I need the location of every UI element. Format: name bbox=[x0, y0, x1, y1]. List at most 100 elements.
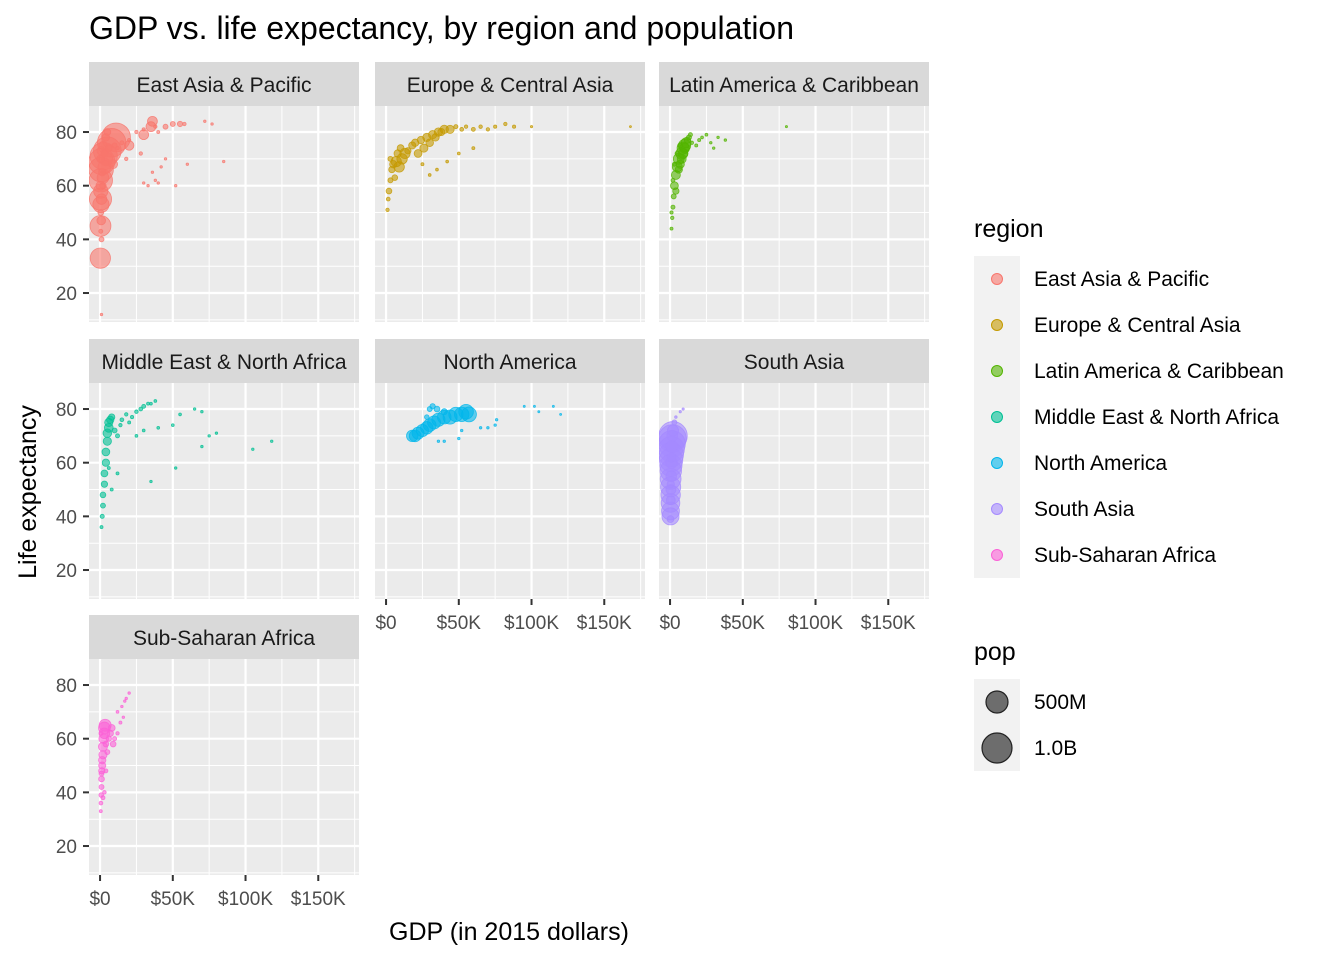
data-point bbox=[200, 410, 204, 414]
data-point bbox=[103, 768, 109, 774]
data-point bbox=[522, 404, 526, 408]
data-point bbox=[385, 196, 391, 202]
facet-strip-label: North America bbox=[443, 351, 576, 374]
facet-strip bbox=[659, 339, 929, 383]
data-point bbox=[716, 135, 720, 140]
legend-label: North America bbox=[1034, 452, 1167, 475]
legend-label: Sub-Saharan Africa bbox=[1034, 544, 1216, 567]
data-point bbox=[709, 141, 713, 145]
data-point bbox=[169, 121, 176, 127]
facet-strip bbox=[89, 62, 359, 106]
y-axis-title: Life expectancy bbox=[14, 405, 42, 579]
points-group bbox=[98, 691, 131, 814]
x-axis-title: GDP (in 2015 dollars) bbox=[389, 918, 629, 946]
data-point bbox=[669, 210, 674, 215]
legend-swatch bbox=[991, 319, 1003, 331]
data-point bbox=[425, 138, 434, 147]
data-point bbox=[109, 487, 114, 492]
data-point bbox=[388, 166, 396, 174]
data-point bbox=[115, 471, 120, 476]
facet-panel: Europe & Central Asia bbox=[375, 62, 645, 322]
data-point bbox=[98, 800, 104, 806]
data-point bbox=[98, 168, 107, 177]
y-tick-label: 60 bbox=[56, 454, 77, 475]
data-point bbox=[559, 412, 563, 416]
data-point bbox=[123, 699, 127, 703]
data-point bbox=[704, 132, 709, 137]
data-point bbox=[162, 123, 169, 130]
data-point bbox=[138, 406, 144, 412]
data-point bbox=[689, 140, 694, 145]
data-point bbox=[102, 428, 113, 438]
data-point bbox=[404, 147, 412, 155]
legend-label: South Asia bbox=[1034, 498, 1135, 521]
data-point bbox=[442, 439, 446, 443]
data-point bbox=[537, 410, 541, 414]
data-point bbox=[431, 133, 440, 142]
data-point bbox=[674, 165, 683, 174]
y-tick-label: 40 bbox=[56, 230, 77, 251]
data-point bbox=[494, 418, 499, 422]
facet-strip bbox=[659, 62, 929, 106]
data-point bbox=[99, 525, 104, 530]
facet-strip-label: Sub-Saharan Africa bbox=[133, 627, 315, 650]
data-point bbox=[493, 124, 498, 129]
y-tick-label: 60 bbox=[56, 730, 77, 751]
data-point bbox=[419, 143, 429, 153]
data-point bbox=[99, 312, 104, 317]
data-point bbox=[687, 132, 693, 138]
data-point bbox=[677, 142, 684, 149]
data-point bbox=[529, 125, 534, 129]
data-point bbox=[391, 174, 399, 181]
data-point bbox=[118, 720, 123, 725]
panel-background bbox=[89, 106, 359, 322]
data-point bbox=[174, 184, 178, 188]
data-point bbox=[453, 124, 459, 130]
data-point bbox=[670, 178, 676, 183]
data-point bbox=[460, 428, 464, 433]
data-point bbox=[426, 406, 433, 412]
data-point bbox=[670, 204, 676, 210]
data-point bbox=[670, 215, 675, 220]
legend-label: Europe & Central Asia bbox=[1034, 314, 1241, 337]
data-point bbox=[413, 149, 423, 158]
size-legend-title: pop bbox=[974, 638, 1016, 666]
x-tick-label: $150K bbox=[577, 613, 632, 634]
data-point bbox=[435, 167, 439, 172]
data-point bbox=[146, 401, 150, 406]
data-point bbox=[130, 415, 135, 420]
data-point bbox=[127, 137, 132, 143]
data-point bbox=[102, 790, 107, 795]
data-point bbox=[629, 125, 632, 129]
data-point bbox=[459, 127, 465, 132]
data-point bbox=[665, 495, 676, 506]
facet-panel: Sub-Saharan Africa 20 40 60 80 $0 $50K $100K $15… bbox=[56, 615, 359, 910]
data-point bbox=[674, 150, 681, 157]
data-point bbox=[669, 226, 674, 231]
data-point bbox=[147, 115, 158, 127]
data-point bbox=[121, 715, 125, 719]
data-point bbox=[99, 513, 105, 519]
data-point bbox=[666, 452, 677, 463]
data-point bbox=[96, 215, 106, 226]
data-point bbox=[153, 124, 158, 129]
data-point bbox=[98, 228, 104, 234]
data-point bbox=[124, 156, 129, 161]
y-tick-label: 20 bbox=[56, 561, 77, 582]
x-tick-label: $100K bbox=[788, 613, 843, 634]
data-point bbox=[98, 775, 105, 783]
data-point bbox=[99, 491, 107, 499]
data-point bbox=[101, 458, 110, 467]
data-point bbox=[672, 187, 680, 195]
data-point bbox=[124, 412, 129, 417]
data-point bbox=[174, 466, 178, 470]
data-point bbox=[108, 159, 118, 170]
data-point bbox=[156, 425, 161, 430]
data-point bbox=[485, 127, 490, 132]
x-tick-label: $0 bbox=[89, 889, 110, 910]
data-point bbox=[437, 128, 446, 137]
data-point bbox=[98, 236, 105, 243]
data-point bbox=[385, 187, 393, 195]
panel-background bbox=[89, 383, 359, 599]
data-point bbox=[95, 193, 108, 205]
